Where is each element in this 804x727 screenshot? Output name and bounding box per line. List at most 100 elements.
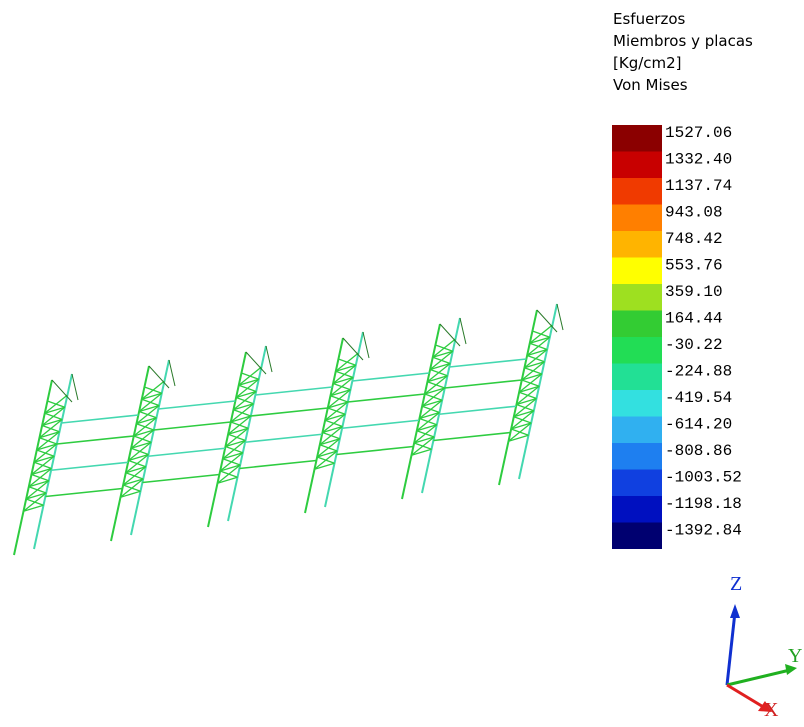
legend-swatch: [612, 390, 662, 417]
member: [123, 485, 140, 491]
legend-title-line: Von Mises: [613, 76, 688, 94]
legend-value: 359.10: [665, 283, 723, 301]
member: [45, 489, 122, 497]
x-label: X: [764, 699, 779, 721]
member: [532, 331, 549, 337]
axis-triad: Z Y X: [727, 573, 802, 721]
member: [419, 419, 436, 425]
member: [522, 380, 539, 386]
member: [136, 424, 153, 430]
member: [231, 422, 248, 428]
member: [342, 420, 419, 428]
legend-value: -30.22: [665, 336, 723, 354]
member: [134, 436, 151, 442]
legend-swatch: [612, 443, 662, 470]
member: [557, 304, 563, 330]
member: [239, 385, 256, 391]
member: [131, 360, 169, 535]
legend-value: -1392.84: [665, 522, 742, 540]
member: [514, 417, 531, 423]
member: [51, 462, 128, 470]
legend-value: 164.44: [665, 310, 723, 328]
member: [225, 447, 242, 453]
member: [158, 401, 235, 409]
member: [325, 332, 363, 507]
member: [72, 374, 78, 400]
legend-value: -1198.18: [665, 495, 742, 513]
member: [348, 394, 425, 402]
legend-value: -224.88: [665, 363, 732, 381]
member: [417, 431, 434, 437]
member: [433, 357, 450, 363]
z-axis: [727, 612, 735, 685]
member: [328, 408, 345, 414]
legend-swatch: [612, 205, 662, 232]
member: [34, 374, 72, 549]
member: [336, 371, 353, 377]
member: [460, 318, 466, 344]
member: [139, 412, 156, 418]
member: [530, 343, 547, 349]
legend-title-line: Miembros y placas: [613, 32, 753, 50]
member: [57, 436, 134, 444]
legend-swatch: [612, 178, 662, 205]
y-axis: [727, 670, 790, 685]
member: [516, 405, 533, 411]
legend-title-line: [Kg/cm2]: [613, 54, 682, 72]
member: [439, 406, 516, 414]
legend-value: -1003.52: [665, 469, 742, 487]
legend-value: -808.86: [665, 442, 732, 460]
member: [317, 457, 334, 463]
member: [236, 398, 253, 404]
member: [169, 360, 175, 386]
member: [29, 487, 46, 493]
member: [433, 433, 510, 441]
member: [511, 429, 528, 435]
member: [37, 450, 54, 456]
legend-swatch: [612, 337, 662, 364]
member: [142, 475, 219, 483]
structure-model: [14, 304, 563, 555]
legend-swatch: [612, 523, 662, 550]
y-label: Y: [788, 645, 802, 667]
member: [245, 434, 322, 442]
member: [527, 356, 544, 362]
z-label: Z: [730, 573, 742, 595]
member: [61, 415, 138, 423]
legend-title-line: Esfuerzos: [613, 10, 686, 28]
member: [524, 368, 541, 374]
member: [31, 475, 48, 481]
member: [430, 370, 447, 376]
legend-swatch: [612, 152, 662, 179]
legend-value: 553.76: [665, 257, 723, 275]
member: [422, 406, 439, 412]
member: [148, 448, 225, 456]
legend-value: 943.08: [665, 204, 723, 222]
legend-value: -614.20: [665, 416, 732, 434]
member: [228, 346, 266, 521]
legend-value: 1527.06: [665, 124, 732, 142]
member: [111, 366, 149, 541]
legend-swatch: [612, 231, 662, 258]
legend-swatch: [612, 470, 662, 497]
member: [126, 473, 143, 479]
member: [352, 373, 429, 381]
member: [330, 396, 347, 402]
member: [47, 401, 64, 407]
member: [363, 332, 369, 358]
legend-value: 1137.74: [665, 177, 732, 195]
legend-swatch: [612, 496, 662, 523]
member: [142, 399, 159, 405]
member: [338, 359, 355, 365]
member: [336, 447, 413, 455]
legend-swatch: [612, 417, 662, 444]
member: [425, 394, 442, 400]
member: [333, 384, 350, 390]
member: [241, 373, 258, 379]
member: [14, 380, 52, 555]
member: [499, 310, 537, 485]
legend-swatch: [612, 311, 662, 338]
member: [39, 438, 56, 444]
member: [42, 426, 59, 432]
member: [239, 461, 316, 469]
